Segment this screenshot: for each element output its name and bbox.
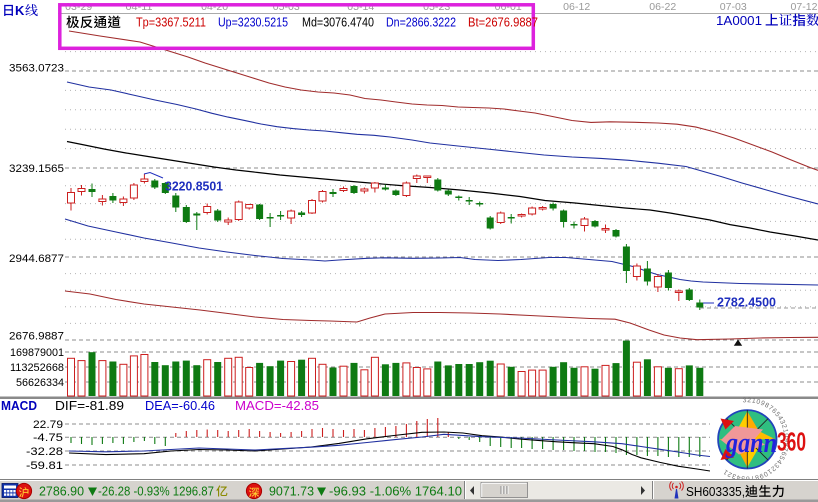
svg-text:Tp=3367.5211: Tp=3367.5211	[136, 16, 206, 30]
svg-text:06-01: 06-01	[495, 1, 522, 13]
svg-text:Dn=2866.3222: Dn=2866.3222	[386, 16, 456, 30]
svg-text:gann: gann	[725, 428, 777, 459]
svg-text:3239.1565: 3239.1565	[9, 163, 64, 175]
svg-text:56626334: 56626334	[16, 377, 64, 389]
svg-text:2786.90: 2786.90	[39, 485, 84, 499]
svg-text:MACD: MACD	[1, 399, 37, 413]
svg-text:3563.0723: 3563.0723	[9, 62, 64, 74]
svg-text:Up=3230.5215: Up=3230.5215	[218, 16, 288, 30]
svg-text:DIF=-81.89: DIF=-81.89	[55, 399, 124, 413]
svg-text:22.79: 22.79	[33, 419, 63, 431]
svg-text:05-03: 05-03	[273, 1, 300, 13]
svg-text:DEA=-60.46: DEA=-60.46	[145, 399, 215, 413]
svg-text:360: 360	[777, 427, 806, 457]
svg-text:03-29: 03-29	[65, 1, 92, 13]
svg-text:-96.93 -1.06% 1764.10: -96.93 -1.06% 1764.10	[329, 485, 462, 499]
svg-text:K: K	[15, 3, 25, 18]
svg-text:9071.73: 9071.73	[269, 485, 314, 499]
svg-text:-59.81: -59.81	[26, 460, 63, 472]
svg-text:-4.75: -4.75	[33, 432, 63, 444]
svg-text:07-12: 07-12	[791, 1, 818, 13]
svg-text:113252668: 113252668	[10, 362, 64, 374]
svg-text:Bt=2676.9887: Bt=2676.9887	[468, 16, 538, 30]
svg-text:2782.4500: 2782.4500	[717, 296, 776, 310]
svg-text:06-22: 06-22	[649, 1, 676, 13]
svg-text:Md=3076.4740: Md=3076.4740	[302, 16, 374, 30]
svg-text:SH603335,: SH603335,	[686, 484, 745, 499]
svg-text:-32.28: -32.28	[26, 446, 63, 458]
svg-text:04-11: 04-11	[126, 1, 153, 13]
svg-text:07-03: 07-03	[720, 1, 747, 13]
svg-text:2676.9887: 2676.9887	[9, 330, 64, 342]
svg-text:1A0001: 1A0001	[716, 13, 762, 28]
svg-text:3220.8501: 3220.8501	[165, 180, 223, 194]
svg-text:04-20: 04-20	[201, 1, 228, 13]
svg-text:169879001: 169879001	[10, 347, 64, 359]
svg-text:06-12: 06-12	[563, 1, 590, 13]
svg-text:MACD=-42.85: MACD=-42.85	[235, 399, 319, 413]
svg-text:-26.28 -0.93% 1296.87: -26.28 -0.93% 1296.87	[98, 485, 214, 499]
svg-text:2944.6877: 2944.6877	[9, 253, 64, 265]
svg-text:05-23: 05-23	[423, 1, 450, 13]
svg-text:05-14: 05-14	[347, 1, 374, 13]
